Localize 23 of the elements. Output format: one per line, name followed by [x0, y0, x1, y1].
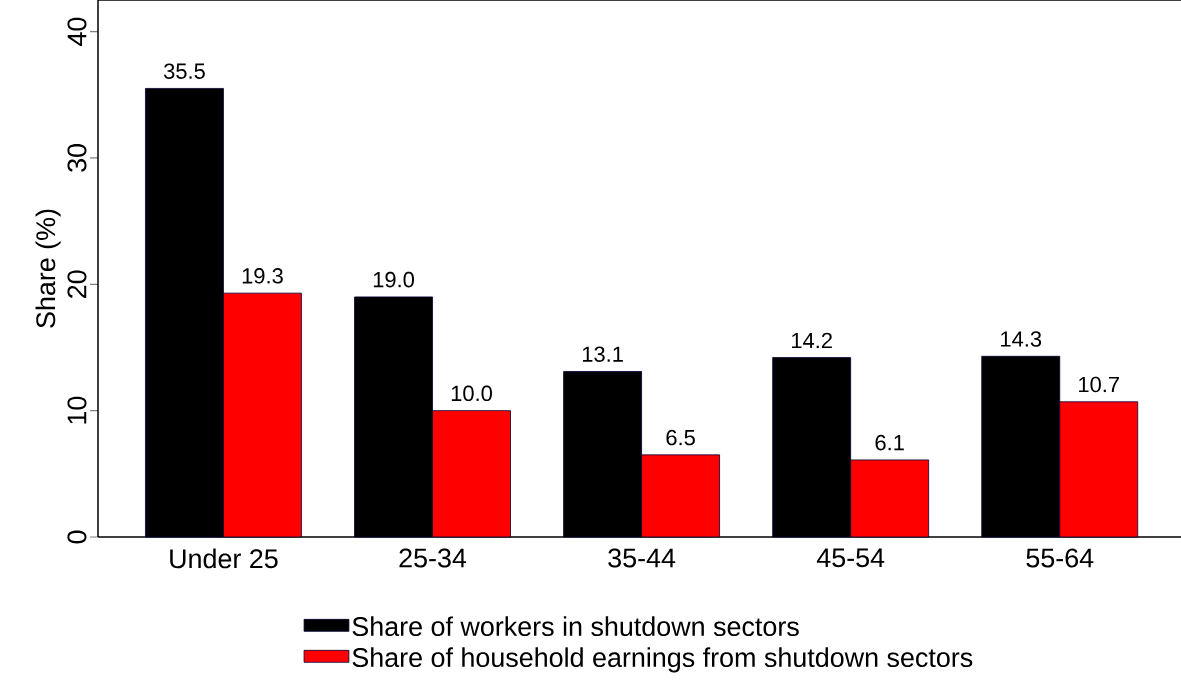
data-label: 19.3	[242, 268, 283, 284]
data-label: 10.7	[1079, 376, 1119, 393]
legend-label: Share of household earnings from shutdown sectors	[352, 647, 973, 673]
data-label: 14.2	[792, 332, 832, 349]
x-tick-label: 45-54	[816, 548, 885, 568]
data-label: 6.5	[666, 429, 695, 446]
data-label: 14.3	[1001, 331, 1042, 347]
x-tick-label: 55-64	[1026, 548, 1094, 568]
legend-label: Share of workers in shutdown sectors	[352, 616, 799, 637]
x-tick-label: 35-44	[608, 548, 676, 568]
y-axis-title: Share (%)	[35, 209, 61, 328]
data-label: 35.5	[163, 63, 205, 79]
y-tick-label: 40	[67, 17, 87, 46]
y-tick-label: 20	[67, 270, 87, 298]
x-tick-label: 25-34	[399, 548, 467, 568]
data-label: 19.0	[373, 271, 414, 288]
y-tick-label: 0	[67, 530, 87, 544]
x-tick-label: Under 25	[170, 548, 278, 569]
data-label: 13.1	[582, 346, 623, 362]
data-label: 10.0	[451, 385, 492, 402]
data-label: 6.1	[875, 434, 904, 451]
y-tick-label: 10	[67, 396, 87, 424]
y-tick-label: 30	[67, 144, 87, 172]
